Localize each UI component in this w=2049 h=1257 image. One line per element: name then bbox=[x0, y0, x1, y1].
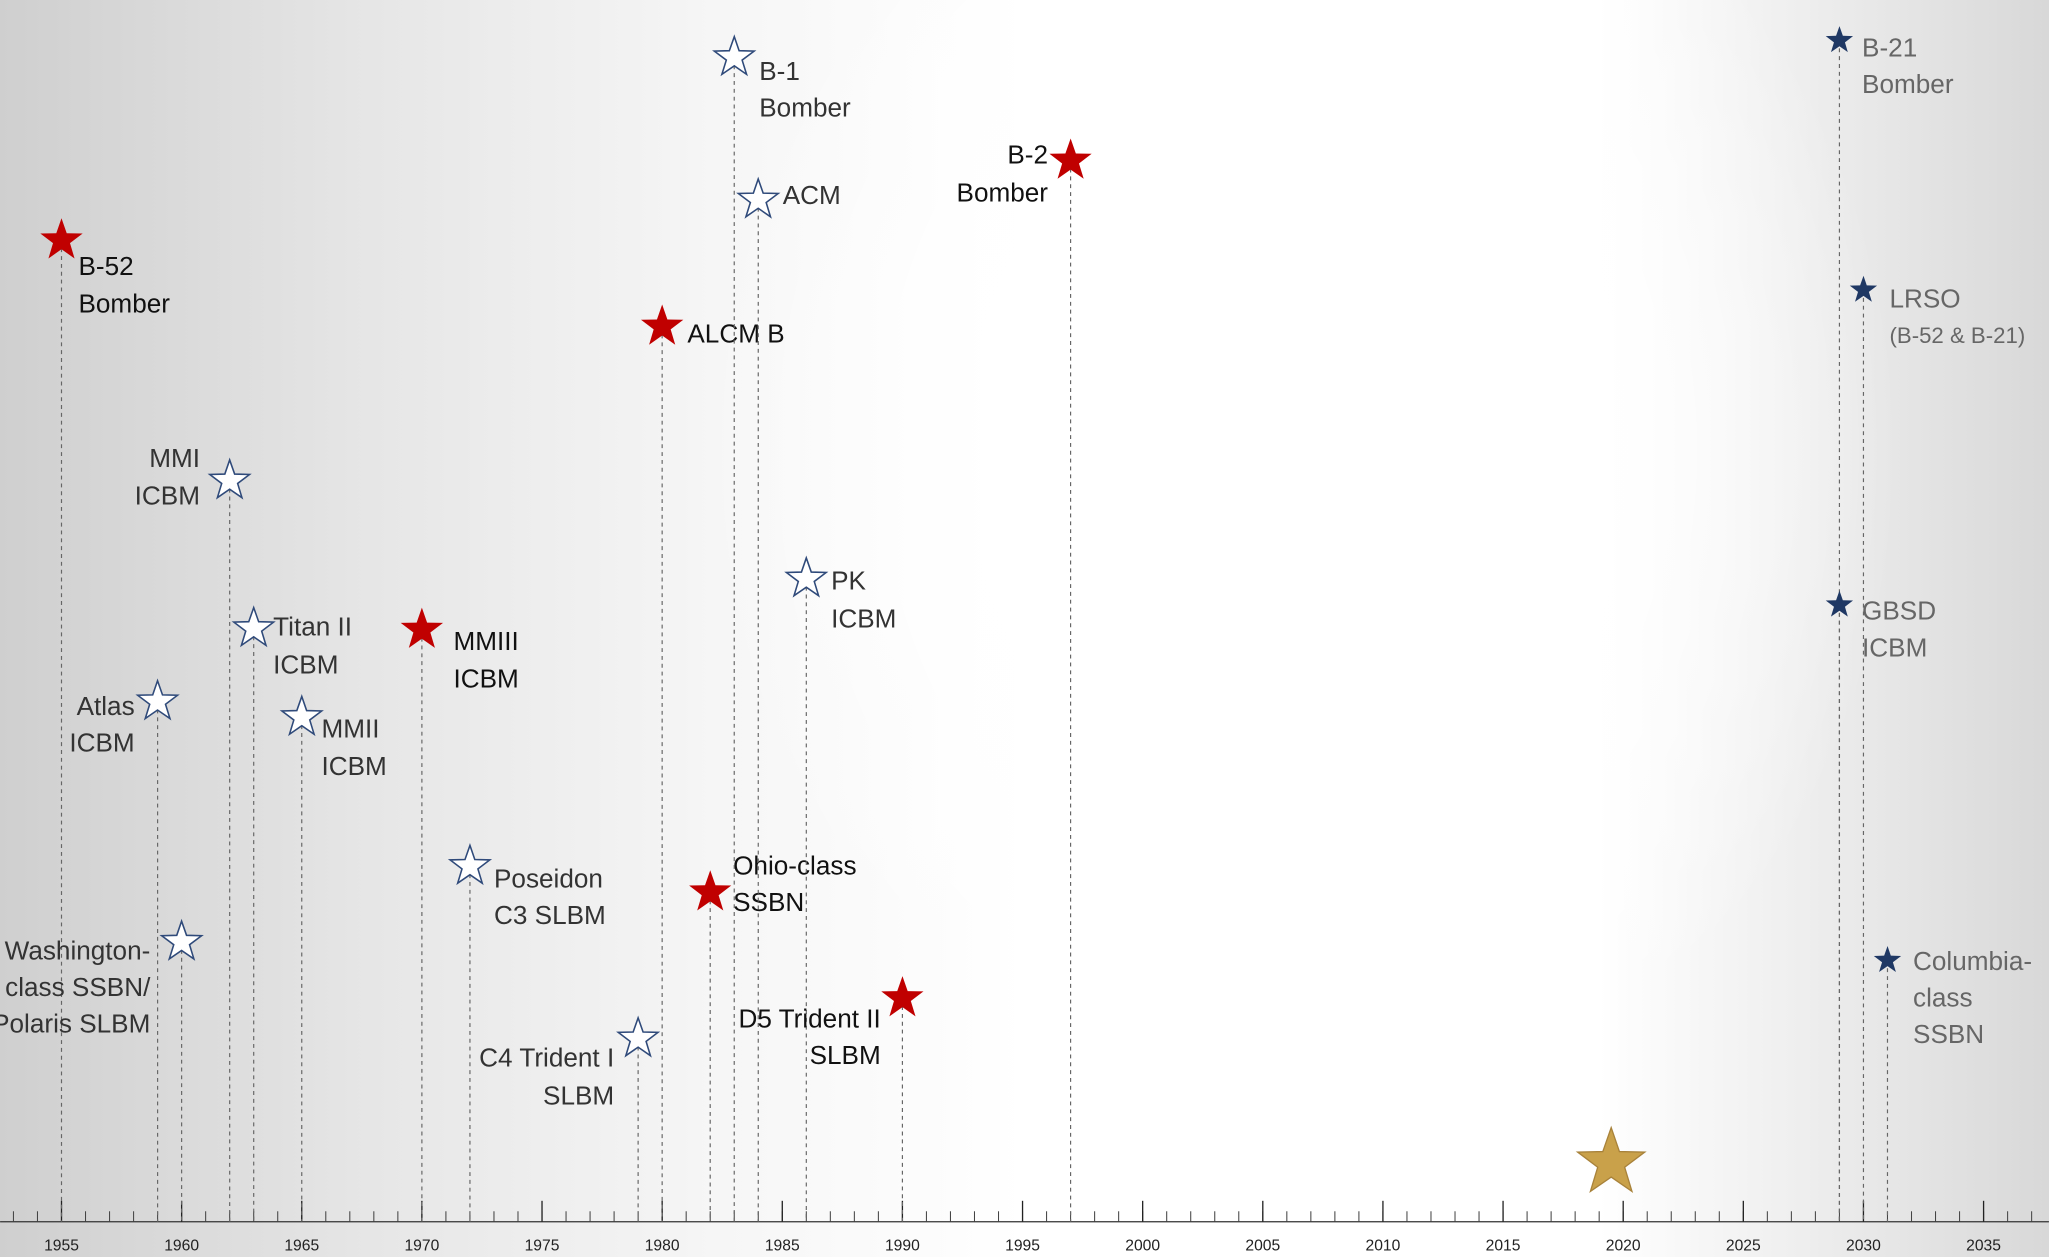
event-label: MMII bbox=[322, 713, 380, 743]
event-label: Bomber bbox=[957, 178, 1049, 208]
event-label: B-2 bbox=[1007, 140, 1048, 170]
event-star bbox=[640, 304, 684, 345]
event-star bbox=[689, 870, 732, 911]
event-label: ICBM bbox=[273, 649, 338, 679]
x-tick-label: 1990 bbox=[885, 1237, 920, 1254]
x-tick-label: 1985 bbox=[765, 1237, 800, 1254]
event-label: B-21 bbox=[1862, 33, 1917, 63]
event-star bbox=[1873, 946, 1902, 973]
event-label: Bomber bbox=[78, 289, 170, 319]
x-tick-label: 2020 bbox=[1606, 1237, 1641, 1254]
event-label: ICBM bbox=[1862, 632, 1927, 662]
event-label: SLBM bbox=[810, 1040, 881, 1070]
x-tick-label: 2015 bbox=[1486, 1237, 1521, 1254]
event-star bbox=[712, 34, 757, 77]
event-label: ACM bbox=[783, 180, 841, 210]
event-star bbox=[231, 605, 276, 648]
event-label: Titan II bbox=[273, 611, 352, 641]
event-label: ICBM bbox=[453, 664, 518, 694]
event-label: C3 SLBM bbox=[494, 900, 606, 930]
event-label: C4 Trident I bbox=[479, 1043, 614, 1073]
event-star bbox=[736, 176, 781, 219]
event-label: Bomber bbox=[1862, 69, 1954, 99]
event-star bbox=[1825, 26, 1854, 53]
event-label: ALCM B bbox=[687, 319, 784, 349]
x-tick-label: 2010 bbox=[1366, 1237, 1401, 1254]
event-star bbox=[784, 555, 829, 598]
event-label: MMIII bbox=[453, 626, 518, 656]
event-star bbox=[616, 1015, 661, 1058]
event-label: B-52 bbox=[78, 251, 133, 281]
event-label: SSBN bbox=[733, 887, 804, 917]
event-label: Ohio-class bbox=[733, 851, 856, 881]
x-tick-label: 2005 bbox=[1245, 1237, 1280, 1254]
event-label: Atlas bbox=[77, 691, 135, 721]
event-star bbox=[447, 843, 493, 886]
event-star bbox=[1849, 275, 1878, 302]
event-label: ICBM bbox=[135, 481, 200, 511]
event-star bbox=[207, 457, 252, 500]
event-label: Polaris SLBM bbox=[0, 1009, 150, 1039]
event-star bbox=[40, 218, 83, 259]
event-label: (B-52 & B-21) bbox=[1890, 323, 2026, 348]
x-tick-label: 1975 bbox=[525, 1237, 560, 1254]
event-label: B-1 bbox=[759, 56, 800, 86]
event-label: SLBM bbox=[543, 1080, 614, 1110]
x-tick-label: 2025 bbox=[1726, 1237, 1761, 1254]
event-star bbox=[400, 607, 444, 648]
event-star bbox=[1825, 590, 1854, 617]
event-label: SSBN bbox=[1913, 1019, 1984, 1049]
x-tick-label: 1955 bbox=[44, 1237, 79, 1254]
event-label: ICBM bbox=[69, 728, 134, 758]
event-star bbox=[135, 678, 180, 721]
event-label: LRSO bbox=[1890, 283, 1961, 313]
x-tick-label: 2035 bbox=[1966, 1237, 2001, 1254]
x-tick-label: 1970 bbox=[404, 1237, 439, 1254]
x-tick-label: 2000 bbox=[1125, 1237, 1160, 1254]
event-label: MMI bbox=[149, 443, 200, 473]
event-label: class bbox=[1913, 982, 1973, 1012]
x-tick-label: 2030 bbox=[1846, 1237, 1881, 1254]
event-star bbox=[159, 918, 204, 961]
event-label: Bomber bbox=[759, 93, 851, 123]
x-tick-label: 1995 bbox=[1005, 1237, 1040, 1254]
x-tick-label: 1960 bbox=[164, 1237, 199, 1254]
x-tick-label: 1965 bbox=[284, 1237, 319, 1254]
event-label: D5 Trident II bbox=[738, 1003, 880, 1033]
event-star bbox=[279, 694, 324, 737]
event-star bbox=[1575, 1125, 1647, 1194]
event-label: ICBM bbox=[831, 604, 896, 634]
event-star bbox=[881, 976, 924, 1017]
x-tick-label: 1980 bbox=[645, 1237, 680, 1254]
event-label: class SSBN/ bbox=[5, 972, 151, 1002]
event-label: Columbia- bbox=[1913, 946, 2032, 976]
event-label: PK bbox=[831, 566, 866, 596]
event-label: Poseidon bbox=[494, 864, 603, 894]
event-label: ICBM bbox=[322, 751, 387, 781]
event-label: Washington- bbox=[5, 935, 151, 965]
event-star bbox=[1049, 138, 1092, 179]
event-label: GBSD bbox=[1862, 596, 1936, 626]
